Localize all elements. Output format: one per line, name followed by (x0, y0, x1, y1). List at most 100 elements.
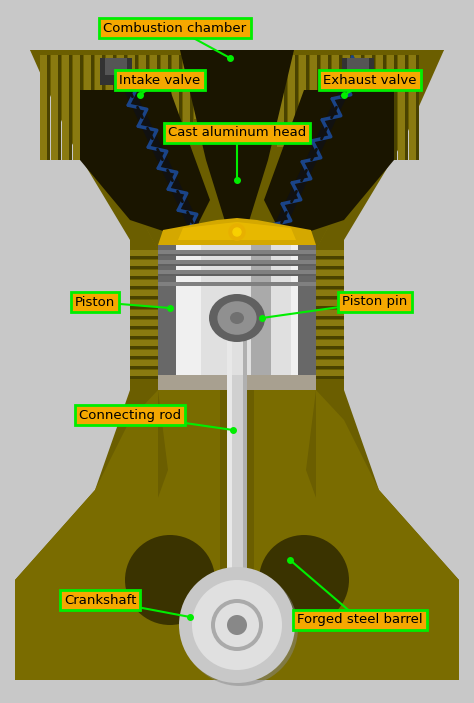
Polygon shape (130, 256, 158, 259)
Polygon shape (350, 55, 353, 160)
Polygon shape (244, 55, 251, 135)
Polygon shape (328, 55, 331, 160)
Polygon shape (158, 260, 316, 264)
Polygon shape (158, 274, 316, 276)
Polygon shape (394, 55, 397, 160)
Polygon shape (30, 50, 237, 285)
Circle shape (182, 570, 298, 686)
Polygon shape (146, 55, 149, 139)
Polygon shape (255, 55, 262, 139)
Polygon shape (243, 318, 247, 600)
Polygon shape (316, 340, 344, 346)
Polygon shape (339, 55, 342, 160)
Polygon shape (316, 260, 344, 266)
Polygon shape (332, 55, 339, 160)
Polygon shape (130, 286, 158, 289)
Polygon shape (227, 318, 247, 600)
Circle shape (259, 535, 349, 625)
Polygon shape (158, 254, 316, 256)
Polygon shape (316, 306, 344, 309)
Polygon shape (130, 376, 158, 379)
Polygon shape (316, 310, 344, 316)
Polygon shape (316, 360, 344, 366)
Polygon shape (316, 316, 344, 319)
Polygon shape (130, 300, 158, 306)
Polygon shape (150, 55, 157, 135)
Text: Crankshaft: Crankshaft (64, 593, 136, 607)
Polygon shape (178, 222, 296, 240)
Polygon shape (158, 282, 316, 286)
Polygon shape (106, 55, 113, 151)
Polygon shape (316, 356, 344, 359)
Polygon shape (158, 250, 316, 254)
Polygon shape (295, 55, 298, 151)
Circle shape (192, 580, 282, 670)
Circle shape (233, 228, 241, 236)
Polygon shape (130, 306, 158, 309)
Text: Piston pin: Piston pin (342, 295, 408, 309)
Polygon shape (15, 390, 459, 680)
Polygon shape (183, 55, 190, 123)
Polygon shape (316, 276, 344, 279)
Text: Combustion chamber: Combustion chamber (103, 22, 246, 34)
Polygon shape (409, 55, 416, 160)
Polygon shape (227, 318, 232, 600)
Polygon shape (130, 250, 158, 256)
Ellipse shape (218, 301, 256, 335)
Polygon shape (361, 55, 364, 160)
Polygon shape (291, 245, 298, 375)
Polygon shape (172, 55, 179, 127)
Polygon shape (130, 290, 158, 296)
Polygon shape (343, 55, 350, 160)
Polygon shape (130, 270, 158, 276)
Polygon shape (316, 290, 344, 296)
Polygon shape (316, 270, 344, 276)
Polygon shape (69, 55, 72, 160)
Polygon shape (130, 266, 158, 269)
Circle shape (211, 599, 263, 651)
Polygon shape (15, 50, 237, 680)
Polygon shape (316, 286, 344, 289)
Polygon shape (316, 266, 344, 269)
Polygon shape (316, 256, 344, 259)
Polygon shape (130, 276, 158, 279)
Ellipse shape (230, 312, 244, 324)
Polygon shape (158, 218, 316, 245)
Polygon shape (80, 80, 220, 680)
Polygon shape (254, 80, 394, 680)
Polygon shape (201, 245, 251, 375)
Polygon shape (40, 55, 47, 160)
Polygon shape (113, 55, 116, 151)
Polygon shape (354, 55, 361, 160)
Polygon shape (254, 58, 363, 273)
Circle shape (229, 224, 245, 240)
Polygon shape (130, 356, 158, 359)
Polygon shape (168, 55, 171, 131)
Polygon shape (321, 55, 328, 160)
Circle shape (179, 567, 295, 683)
Polygon shape (316, 326, 344, 329)
Polygon shape (251, 245, 271, 375)
Circle shape (125, 535, 215, 625)
Polygon shape (264, 90, 394, 240)
Polygon shape (128, 55, 135, 143)
Polygon shape (365, 55, 372, 160)
Polygon shape (284, 55, 287, 147)
Polygon shape (194, 55, 201, 119)
Text: Forged steel barrel: Forged steel barrel (297, 614, 423, 626)
Polygon shape (201, 55, 204, 119)
Polygon shape (161, 55, 168, 131)
Polygon shape (237, 50, 459, 680)
Polygon shape (277, 55, 284, 147)
Polygon shape (316, 366, 344, 369)
Polygon shape (130, 296, 158, 299)
Polygon shape (157, 55, 160, 135)
Polygon shape (15, 390, 158, 680)
Polygon shape (130, 336, 158, 339)
Polygon shape (266, 55, 273, 143)
Polygon shape (306, 55, 309, 155)
Polygon shape (158, 264, 316, 266)
Polygon shape (251, 55, 254, 135)
Polygon shape (62, 55, 69, 160)
Polygon shape (298, 245, 316, 375)
